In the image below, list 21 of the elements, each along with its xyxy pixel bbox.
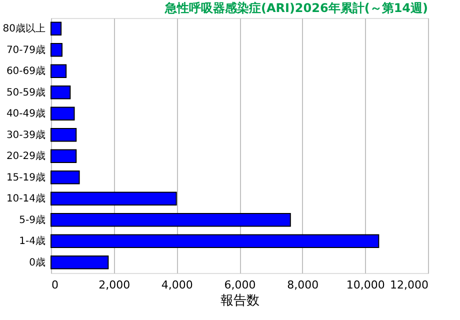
x-tick-label: 10,000: [346, 278, 385, 292]
y-tick-label: 70-79歳: [6, 44, 46, 56]
x-tick-label: 12,000: [390, 278, 428, 292]
x-tick-label: 6,000: [224, 278, 256, 292]
y-tick-label: 30-39歳: [6, 128, 46, 141]
y-tick-label: 80歳以上: [2, 22, 46, 35]
y-tick-label: 15-19歳: [6, 171, 46, 184]
x-tick-label: 0: [52, 278, 58, 292]
y-tick-label: 20-29歳: [6, 150, 46, 162]
x-tick-label: 8,000: [287, 278, 319, 292]
y-tick-label: 60-69歳: [6, 65, 46, 78]
y-tick-label: 10-14歳: [6, 192, 46, 205]
y-tick-label: 40-49歳: [6, 108, 46, 120]
x-tick-label: 2,000: [98, 278, 130, 292]
x-axis-title: 報告数: [220, 294, 260, 308]
y-tick-label: 1-4歳: [19, 235, 46, 248]
chart-title: 急性呼吸器感染症(ARI)2026年累計(～第14週): [164, 1, 428, 15]
x-tick-label: 4,000: [161, 278, 193, 292]
y-tick-label: 5-9歳: [19, 214, 46, 226]
y-tick-label: 0歳: [29, 256, 46, 268]
y-tick-label: 50-59歳: [6, 86, 46, 98]
